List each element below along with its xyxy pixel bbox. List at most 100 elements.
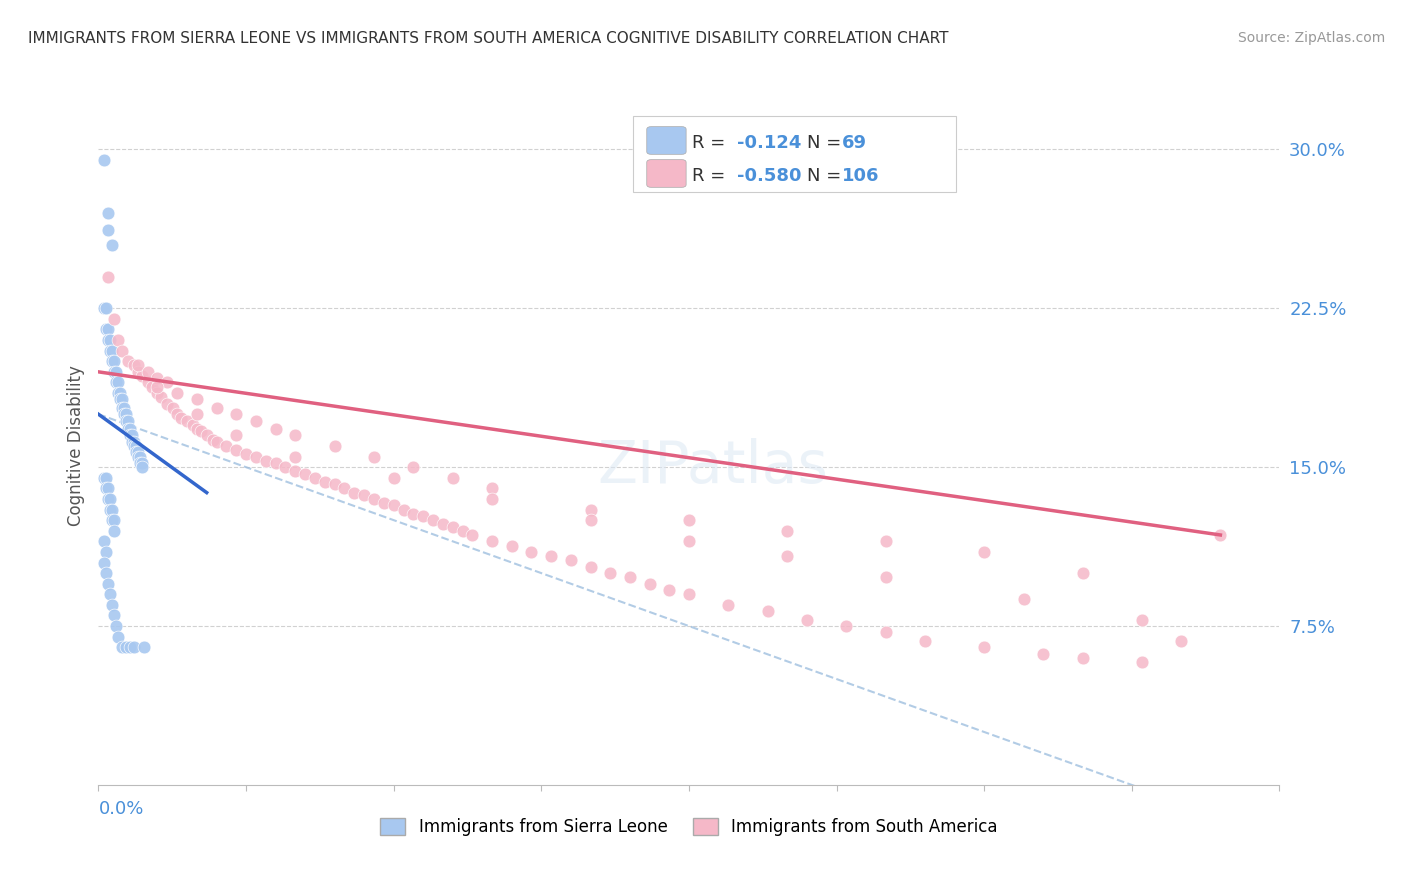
Point bbox=[96, 301, 118, 316]
Point bbox=[678, 513, 700, 527]
Point bbox=[382, 471, 405, 485]
Point bbox=[101, 354, 124, 368]
Point bbox=[875, 534, 897, 549]
Point bbox=[579, 559, 602, 574]
Point bbox=[422, 513, 444, 527]
Point bbox=[105, 376, 128, 390]
Text: N =: N = bbox=[807, 134, 846, 152]
Point bbox=[235, 448, 257, 462]
Point bbox=[176, 414, 198, 428]
Point bbox=[111, 640, 134, 655]
Point bbox=[382, 498, 405, 512]
Point bbox=[205, 401, 228, 415]
Point bbox=[107, 333, 129, 347]
Point bbox=[402, 460, 425, 475]
Point bbox=[264, 456, 287, 470]
Point bbox=[560, 553, 582, 567]
Point bbox=[115, 640, 138, 655]
Point bbox=[127, 365, 149, 379]
Point bbox=[98, 333, 121, 347]
Point bbox=[118, 422, 141, 436]
Point bbox=[107, 630, 129, 644]
Point bbox=[973, 640, 995, 655]
Point bbox=[481, 482, 503, 496]
Point bbox=[111, 392, 134, 407]
Point bbox=[201, 433, 224, 447]
Point bbox=[441, 471, 464, 485]
Point bbox=[796, 613, 818, 627]
Point bbox=[97, 322, 120, 336]
Point bbox=[105, 365, 128, 379]
Text: R =: R = bbox=[692, 134, 731, 152]
Point bbox=[195, 428, 218, 442]
Point bbox=[112, 407, 135, 421]
Point bbox=[132, 640, 155, 655]
Point bbox=[1130, 655, 1153, 669]
Point bbox=[103, 608, 125, 623]
Point bbox=[245, 450, 267, 464]
Point bbox=[103, 513, 125, 527]
Point bbox=[166, 407, 188, 421]
Point bbox=[245, 414, 267, 428]
Point bbox=[93, 153, 115, 167]
Point bbox=[353, 488, 375, 502]
Point bbox=[96, 322, 118, 336]
Point bbox=[118, 640, 141, 655]
Point bbox=[162, 401, 184, 415]
Point bbox=[619, 570, 641, 584]
Point bbox=[205, 434, 228, 449]
Point bbox=[717, 598, 740, 612]
Point bbox=[98, 502, 121, 516]
Point bbox=[579, 513, 602, 527]
Point bbox=[1170, 633, 1192, 648]
Point bbox=[599, 566, 621, 581]
Point bbox=[101, 598, 124, 612]
Point bbox=[284, 428, 307, 442]
Point bbox=[103, 365, 125, 379]
Point bbox=[115, 414, 138, 428]
Text: 106: 106 bbox=[842, 167, 880, 185]
Point bbox=[108, 392, 131, 407]
Point bbox=[432, 517, 454, 532]
Point bbox=[914, 633, 936, 648]
Point bbox=[127, 359, 149, 373]
Point bbox=[776, 549, 799, 564]
Point bbox=[973, 545, 995, 559]
Point bbox=[638, 576, 661, 591]
Point bbox=[343, 485, 366, 500]
Point bbox=[122, 434, 145, 449]
Point bbox=[501, 539, 523, 553]
Point bbox=[101, 513, 124, 527]
Point bbox=[122, 439, 145, 453]
Point bbox=[97, 269, 120, 284]
Text: N =: N = bbox=[807, 167, 846, 185]
Point bbox=[1071, 566, 1094, 581]
Point bbox=[186, 422, 208, 436]
Point bbox=[98, 491, 121, 506]
Point bbox=[97, 482, 120, 496]
Text: R =: R = bbox=[692, 167, 731, 185]
Point bbox=[304, 471, 326, 485]
Point bbox=[128, 450, 150, 464]
Point bbox=[93, 556, 115, 570]
Point bbox=[363, 491, 385, 506]
Text: -0.124: -0.124 bbox=[737, 134, 801, 152]
Point bbox=[103, 312, 125, 326]
Point bbox=[97, 206, 120, 220]
Point bbox=[96, 566, 118, 581]
Point bbox=[875, 625, 897, 640]
Point bbox=[678, 534, 700, 549]
Point bbox=[93, 301, 115, 316]
Point bbox=[136, 376, 159, 390]
Point bbox=[117, 354, 139, 368]
Point bbox=[284, 464, 307, 478]
Point bbox=[127, 445, 149, 459]
Point bbox=[186, 407, 208, 421]
Point bbox=[150, 390, 173, 404]
Point bbox=[190, 424, 212, 438]
Point bbox=[579, 502, 602, 516]
Point bbox=[96, 482, 118, 496]
Point bbox=[96, 545, 118, 559]
Point bbox=[294, 467, 316, 481]
Point bbox=[402, 507, 425, 521]
